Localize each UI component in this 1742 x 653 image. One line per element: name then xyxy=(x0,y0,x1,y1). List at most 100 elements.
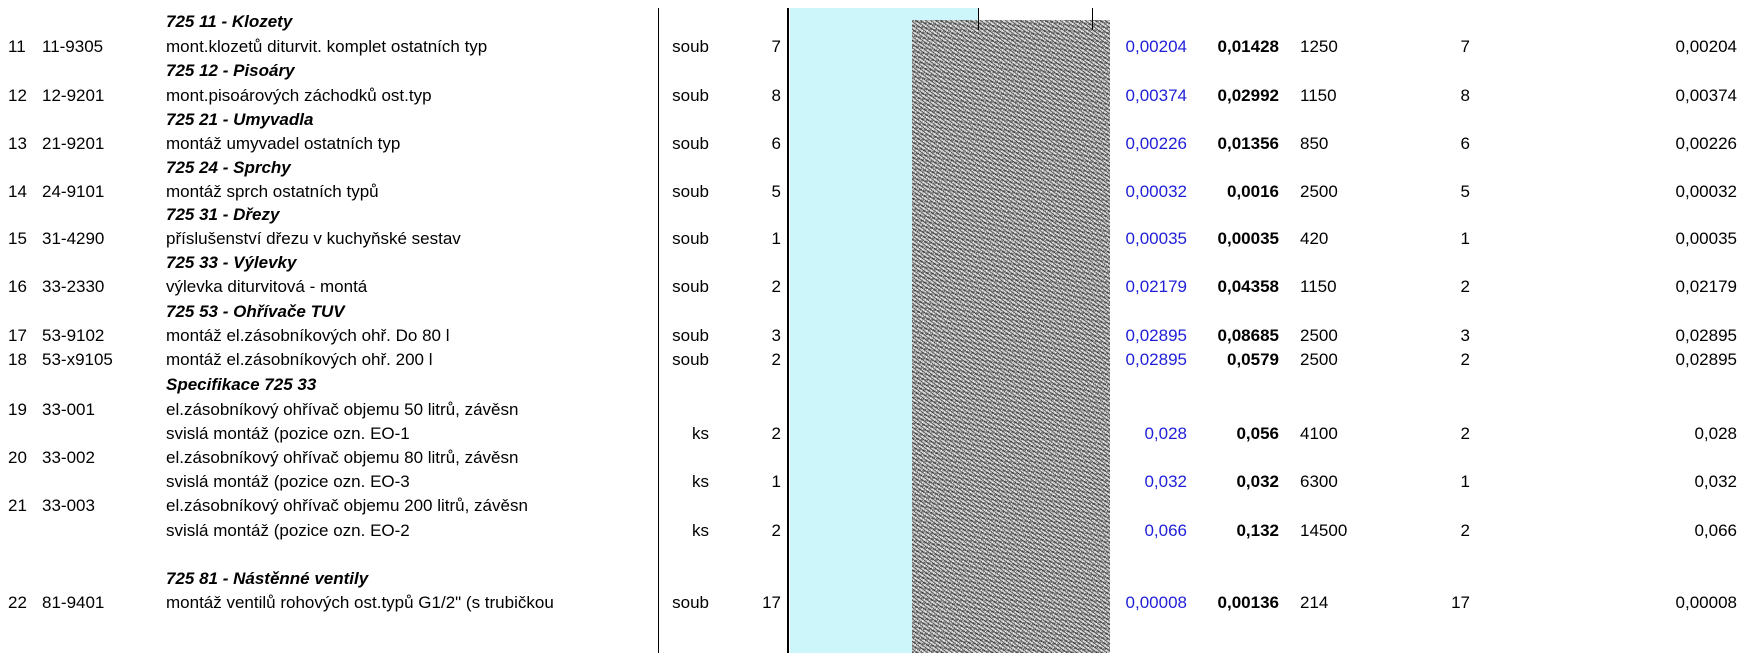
section-title: Specifikace 725 33 xyxy=(166,375,317,394)
item-quantity: 6 xyxy=(771,134,781,153)
section-row: 725 31 - Dřezy xyxy=(0,201,1742,228)
row-number: 20 xyxy=(8,448,27,467)
item-quantity-2: 8 xyxy=(1460,86,1470,105)
item-price: 14500 xyxy=(1300,521,1348,540)
item-unit: soub xyxy=(672,277,709,296)
item-quantity-2: 2 xyxy=(1460,521,1470,540)
item-code: 33-001 xyxy=(42,400,95,419)
table-row: svislá montáž (pozice ozn. EO-1 ks 2 0,0… xyxy=(0,420,1742,447)
table-row: 21 33-003 el.zásobníkový ohřívač objemu … xyxy=(0,492,1742,519)
item-quantity-2: 17 xyxy=(1451,593,1470,612)
item-description: mont.klozetů diturvit. komplet ostatních… xyxy=(166,37,488,56)
item-price: 4100 xyxy=(1300,424,1338,443)
item-unit-rate-2: 0,02895 xyxy=(1675,326,1737,345)
item-unit: soub xyxy=(672,229,709,248)
item-unit: soub xyxy=(672,350,709,369)
item-unit-rate: 0,02895 xyxy=(1125,350,1187,369)
table-row: 14 24-9101 montáž sprch ostatních typů s… xyxy=(0,178,1742,205)
item-quantity: 2 xyxy=(771,424,781,443)
item-unit-rate-2: 0,00032 xyxy=(1675,182,1737,201)
table-row: 18 53-x9105 montáž el.zásobníkových ohř.… xyxy=(0,346,1742,373)
section-title: 725 81 - Nástěnné ventily xyxy=(166,569,369,588)
item-quantity: 1 xyxy=(771,472,781,491)
item-unit: soub xyxy=(672,37,709,56)
item-unit: ks xyxy=(692,424,709,443)
item-quantity: 8 xyxy=(771,86,781,105)
section-title: 725 12 - Pisoáry xyxy=(166,61,295,80)
table-row: svislá montáž (pozice ozn. EO-2 ks 2 0,0… xyxy=(0,517,1742,544)
item-code: 33-2330 xyxy=(42,277,105,296)
item-unit-rate: 0,00032 xyxy=(1125,182,1187,201)
item-total: 0,02992 xyxy=(1217,86,1279,105)
item-price: 6300 xyxy=(1300,472,1338,491)
item-unit-rate-2: 0,00374 xyxy=(1675,86,1737,105)
item-code: 53-9102 xyxy=(42,326,105,345)
item-code: 33-003 xyxy=(42,496,95,515)
item-quantity: 2 xyxy=(771,277,781,296)
column-divider xyxy=(1092,8,1093,30)
item-description: el.zásobníkový ohřívač objemu 50 litrů, … xyxy=(166,400,519,419)
section-title: 725 21 - Umyvadla xyxy=(166,110,314,129)
section-title: 725 33 - Výlevky xyxy=(166,253,297,272)
table-row: 19 33-001 el.zásobníkový ohřívač objemu … xyxy=(0,396,1742,423)
item-total: 0,0016 xyxy=(1227,182,1279,201)
item-quantity-2: 3 xyxy=(1460,326,1470,345)
item-description: montáž umyvadel ostatních typ xyxy=(166,134,401,153)
item-code: 11-9305 xyxy=(42,37,104,56)
item-quantity: 2 xyxy=(771,350,781,369)
item-quantity: 3 xyxy=(771,326,781,345)
item-unit-rate: 0,066 xyxy=(1144,521,1187,540)
item-unit: ks xyxy=(692,472,709,491)
item-unit-rate: 0,02179 xyxy=(1125,277,1187,296)
item-price: 2500 xyxy=(1300,350,1338,369)
item-total: 0,132 xyxy=(1236,521,1279,540)
item-description: montáž ventilů rohových ost.typů G1/2" (… xyxy=(166,593,554,612)
item-description-line-2: svislá montáž (pozice ozn. EO-1 xyxy=(166,424,410,443)
item-unit-rate: 0,00204 xyxy=(1125,37,1187,56)
item-unit: ks xyxy=(692,521,709,540)
item-total: 0,04358 xyxy=(1217,277,1279,296)
section-row: 725 21 - Umyvadla xyxy=(0,106,1742,133)
item-quantity: 2 xyxy=(771,521,781,540)
item-total: 0,01428 xyxy=(1217,37,1279,56)
table-row: 16 33-2330 výlevka diturvitová - montá s… xyxy=(0,273,1742,300)
section-title: 725 31 - Dřezy xyxy=(166,205,280,224)
row-number: 19 xyxy=(8,400,27,419)
item-code: 24-9101 xyxy=(42,182,105,201)
table-row: 17 53-9102 montáž el.zásobníkových ohř. … xyxy=(0,322,1742,349)
item-code: 31-4290 xyxy=(42,229,105,248)
item-description: výlevka diturvitová - montá xyxy=(166,277,368,296)
obscured-region xyxy=(912,20,1110,653)
item-unit-rate-2: 0,032 xyxy=(1694,472,1737,491)
item-quantity: 7 xyxy=(771,37,781,56)
item-quantity-2: 2 xyxy=(1460,424,1470,443)
section-row: 725 12 - Pisoáry xyxy=(0,57,1742,84)
table-row: 20 33-002 el.zásobníkový ohřívač objemu … xyxy=(0,444,1742,471)
table-row: 11 11-9305 mont.klozetů diturvit. komple… xyxy=(0,33,1742,60)
item-total: 0,032 xyxy=(1236,472,1279,491)
section-title: 725 11 - Klozety xyxy=(166,12,293,31)
section-title: 725 24 - Sprchy xyxy=(166,158,291,177)
row-number: 21 xyxy=(8,496,27,515)
item-unit-rate-2: 0,00204 xyxy=(1675,37,1737,56)
item-quantity: 1 xyxy=(771,229,781,248)
section-title: 725 53 - Ohřívače TUV xyxy=(166,302,345,321)
item-unit-rate-2: 0,00008 xyxy=(1675,593,1737,612)
section-row: Specifikace 725 33 xyxy=(0,371,1742,398)
item-total: 0,0579 xyxy=(1227,350,1279,369)
row-number: 14 xyxy=(8,182,27,201)
item-quantity-2: 2 xyxy=(1460,350,1470,369)
item-code: 12-9201 xyxy=(42,86,105,105)
item-unit-rate-2: 0,066 xyxy=(1694,521,1737,540)
item-price: 214 xyxy=(1300,593,1329,612)
row-number: 12 xyxy=(8,86,27,105)
table-row: 12 12-9201 mont.pisoárových záchodků ost… xyxy=(0,82,1742,109)
item-code: 21-9201 xyxy=(42,134,105,153)
section-row: 725 24 - Sprchy xyxy=(0,154,1742,181)
item-unit-rate-2: 0,02179 xyxy=(1675,277,1737,296)
item-unit-rate-2: 0,02895 xyxy=(1675,350,1737,369)
item-quantity-2: 1 xyxy=(1460,229,1470,248)
item-unit: soub xyxy=(672,326,709,345)
item-price: 1250 xyxy=(1300,37,1338,56)
section-row: 725 11 - Klozety xyxy=(0,8,1742,35)
